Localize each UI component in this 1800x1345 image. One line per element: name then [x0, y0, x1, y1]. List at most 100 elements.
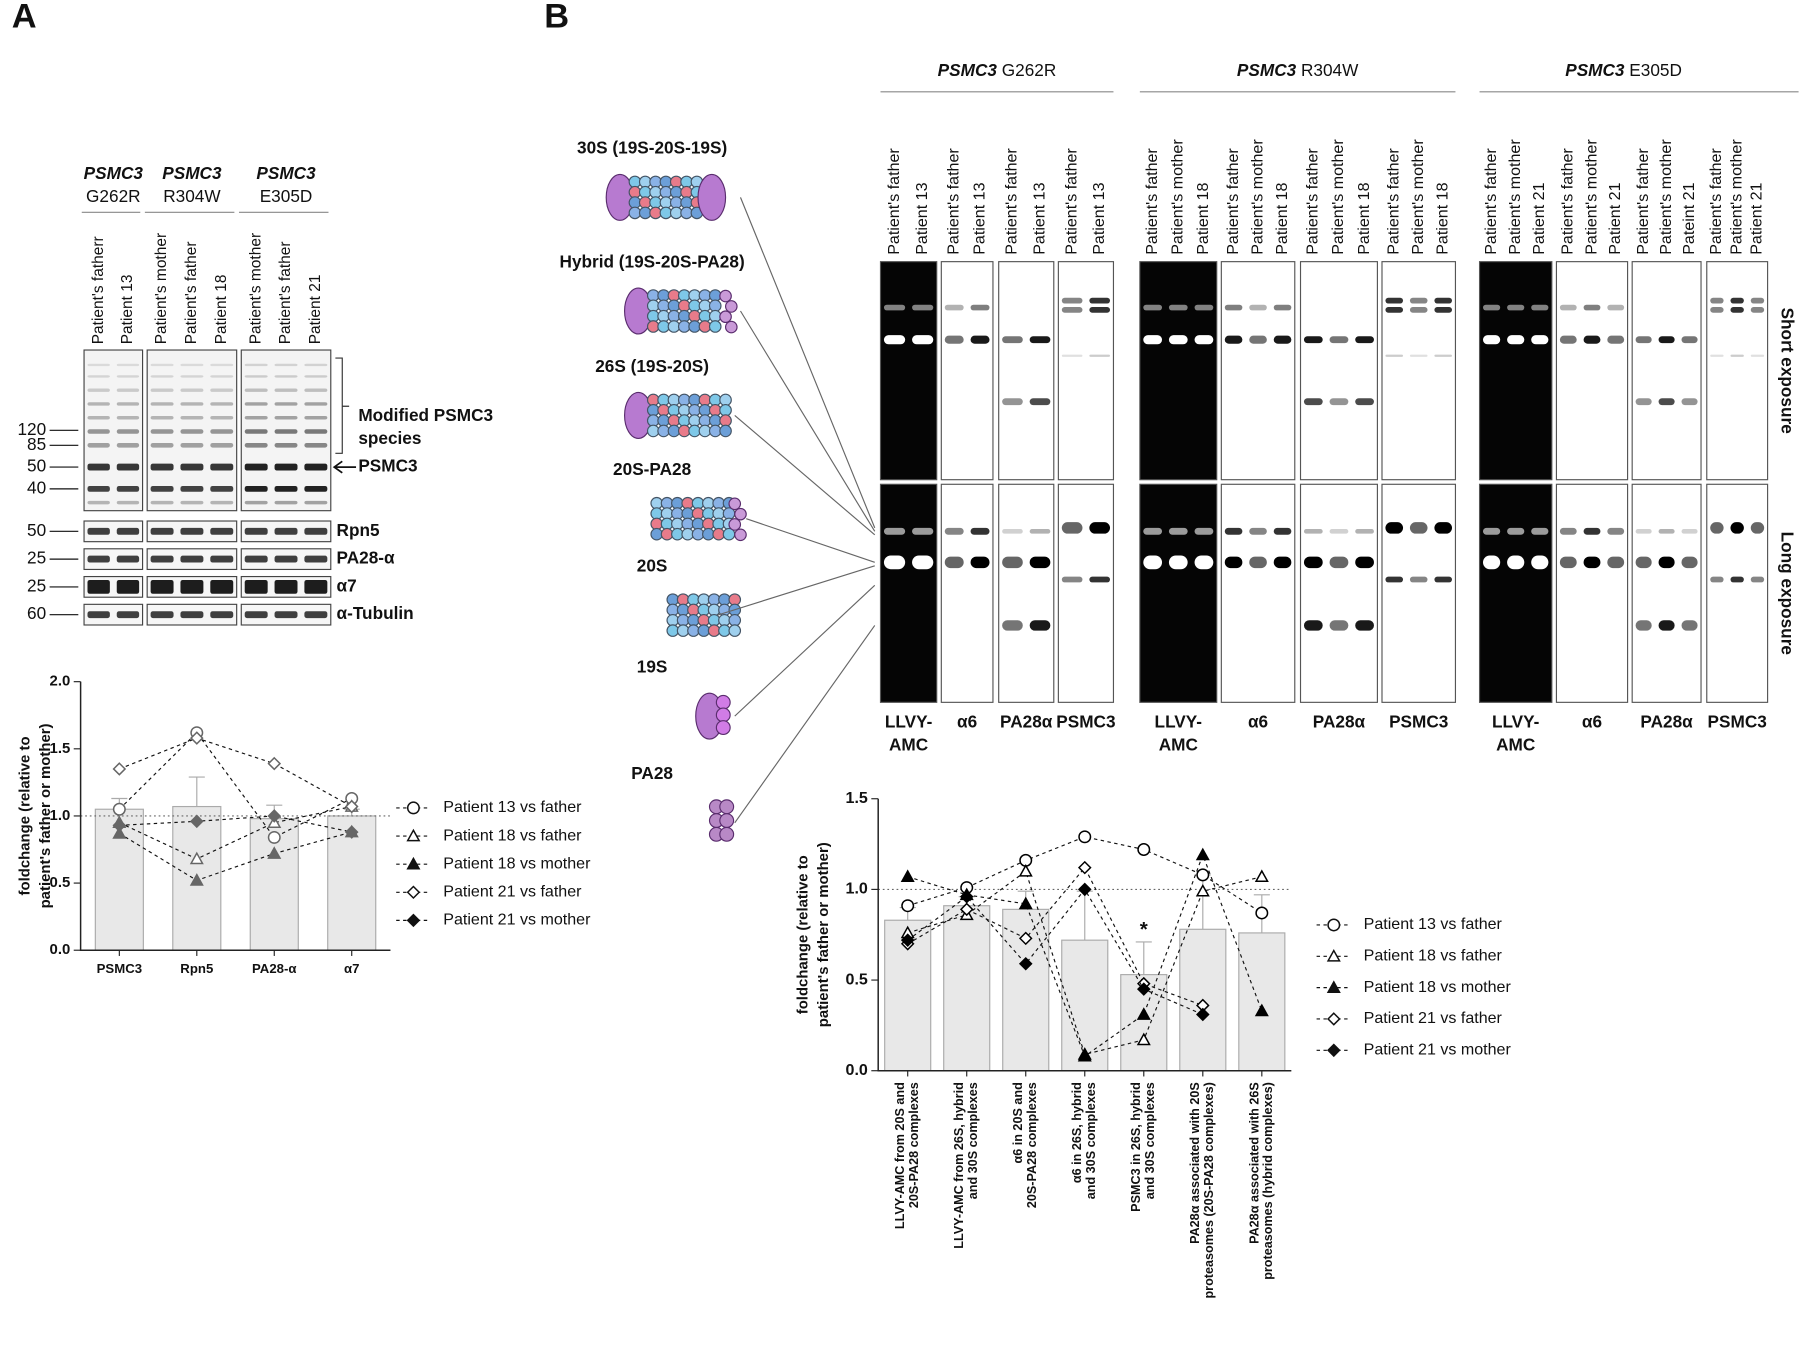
band: [210, 442, 234, 448]
band: [1559, 335, 1577, 344]
band: [1089, 576, 1111, 583]
band: [1710, 522, 1724, 534]
gel: [879, 261, 938, 481]
band: [244, 429, 268, 434]
band: [210, 527, 234, 535]
connector: [746, 518, 875, 563]
band: [150, 363, 174, 367]
band: [1002, 398, 1023, 406]
band: [244, 555, 268, 563]
subunit: [728, 613, 742, 627]
band: [180, 375, 204, 378]
band: [1482, 555, 1501, 570]
band: [1434, 306, 1453, 313]
legend-label: Patient 21 vs father: [443, 883, 582, 901]
band: [1583, 304, 1601, 311]
band: [116, 611, 140, 619]
band: [210, 402, 234, 406]
band: [1710, 297, 1724, 304]
band: [180, 527, 204, 535]
panel-label: A: [12, 0, 37, 35]
subunit: [660, 517, 674, 531]
band: [274, 363, 298, 367]
gel: [1381, 483, 1457, 703]
gel: [1631, 483, 1702, 703]
band: [244, 527, 268, 535]
band: [274, 416, 298, 420]
point: [1018, 863, 1033, 877]
x-tick-label: PA28-α: [252, 961, 297, 976]
exposure-label: Short exposure: [1777, 308, 1797, 434]
band: [1583, 556, 1601, 569]
bar: [943, 905, 991, 1072]
point: [1078, 830, 1092, 844]
y-axis-label: patient's father or mother): [38, 723, 54, 908]
band: [1194, 304, 1214, 311]
strip-label: α-Tubulin: [337, 603, 414, 623]
gene-label: PSMC3: [84, 163, 144, 183]
legend-marker: [406, 856, 421, 870]
gel: [1631, 261, 1702, 481]
band: [1329, 620, 1349, 631]
band: [970, 556, 990, 569]
mutation-label: R304W: [1301, 60, 1359, 80]
band: [1061, 297, 1083, 304]
band: [210, 500, 234, 505]
band: [1089, 297, 1111, 304]
band: [87, 402, 110, 406]
band: [304, 463, 328, 471]
band: [1482, 527, 1501, 535]
series-line: [119, 831, 352, 882]
band: [1029, 398, 1051, 406]
band: [1658, 336, 1675, 344]
lane-label: Patient 18: [1355, 182, 1373, 254]
legend-marker: [406, 801, 420, 815]
lane-label: Patient's father: [1384, 148, 1402, 255]
stain-label: PSMC3: [1389, 712, 1448, 732]
band: [116, 463, 140, 471]
subunit: [677, 320, 691, 333]
gene-label: PSMC3: [1237, 60, 1297, 80]
band: [304, 388, 328, 392]
gel: [1299, 483, 1378, 703]
y-tick-label: 0.5: [50, 875, 71, 891]
x-tick-label: α7: [344, 961, 359, 976]
band: [883, 335, 906, 345]
pa28: [734, 507, 747, 521]
lane-label: Patient's father: [277, 241, 294, 344]
band: [116, 555, 140, 563]
pa28: [728, 518, 742, 531]
error-bar: [1135, 941, 1152, 975]
gene-label: PSMC3: [938, 60, 998, 80]
y-axis-label: patient's father or mother): [816, 842, 832, 1027]
band: [1482, 335, 1501, 345]
lane-label: Patient's mother: [1248, 139, 1266, 255]
band: [304, 429, 328, 434]
band: [87, 429, 110, 434]
band: [1710, 306, 1724, 313]
band: [1750, 354, 1765, 357]
band: [944, 335, 964, 344]
x-tick-label: PA28α associated with 26S: [1247, 1082, 1261, 1244]
band: [1329, 398, 1349, 406]
band: [1681, 620, 1698, 631]
stain-label: PA28α: [1313, 712, 1366, 732]
group-header: PSMC3 R304W: [1237, 60, 1359, 80]
complex-label: 20S-PA28: [613, 459, 692, 479]
x-tick-label: proteasomes (20S-PA28 complexes): [1202, 1082, 1216, 1298]
mw-marker: 40: [27, 477, 46, 497]
subunit: [715, 707, 731, 723]
x-tick-label: PSMC3: [97, 961, 142, 976]
band: [1730, 297, 1744, 304]
legend-marker: [1326, 980, 1341, 993]
band: [1607, 304, 1625, 311]
point: [901, 899, 915, 913]
complex-label: 26S (19S-20S): [595, 356, 709, 376]
gel: [1220, 261, 1296, 481]
point: [190, 731, 204, 745]
blot-strip: [83, 548, 144, 571]
band: [1355, 529, 1374, 534]
band: [150, 429, 174, 434]
gel: [1555, 483, 1629, 703]
